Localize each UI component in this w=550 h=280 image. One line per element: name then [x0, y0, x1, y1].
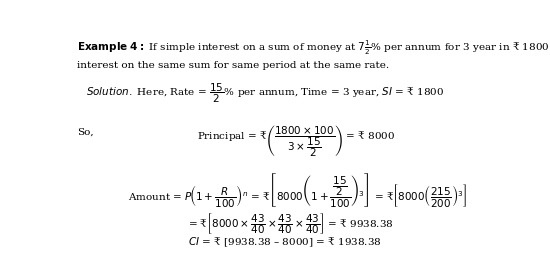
Text: $\mathbf{Example\ 4:}$ If simple interest on a sum of money at $7\frac{1}{2}$% p: $\mathbf{Example\ 4:}$ If simple interes… — [77, 39, 550, 57]
Text: So,: So, — [77, 127, 94, 136]
Text: Amount = $P\!\left(1+\dfrac{R}{100}\right)^{n}$ = ₹$\left[8000\left(1+\dfrac{\df: Amount = $P\!\left(1+\dfrac{R}{100}\righ… — [129, 171, 468, 209]
Text: $CI$ = ₹ [9938.38 – 8000] = ₹ 1938.38: $CI$ = ₹ [9938.38 – 8000] = ₹ 1938.38 — [188, 235, 382, 249]
Text: $\mathbf{\mathit{Solution.}}$ Here, Rate = $\dfrac{15}{2}$% per annum, Time = 3 : $\mathbf{\mathit{Solution.}}$ Here, Rate… — [86, 82, 444, 105]
Text: = ₹$\left[8000\times\dfrac{43}{40}\times\dfrac{43}{40}\times\dfrac{43}{40}\right: = ₹$\left[8000\times\dfrac{43}{40}\times… — [188, 211, 394, 237]
Text: Principal = ₹$\left(\dfrac{1800\times100}{3\times\dfrac{15}{2}}\right)$ = ₹ 8000: Principal = ₹$\left(\dfrac{1800\times100… — [197, 123, 395, 159]
Text: interest on the same sum for same period at the same rate.: interest on the same sum for same period… — [77, 60, 389, 69]
